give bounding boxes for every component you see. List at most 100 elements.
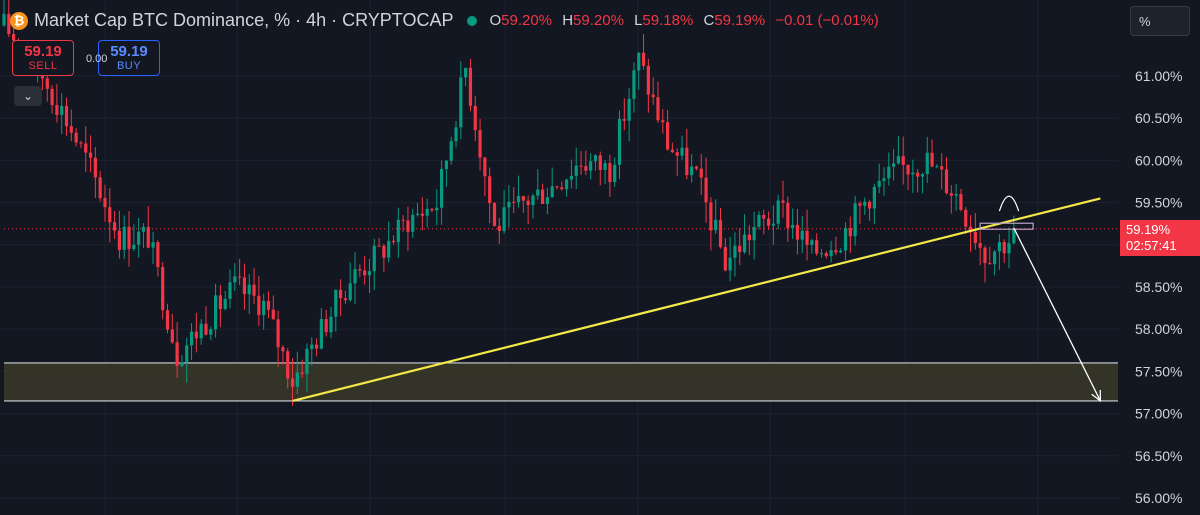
candle-body bbox=[74, 132, 78, 143]
candle-body bbox=[439, 169, 444, 208]
candle-body bbox=[64, 105, 69, 127]
candle-body bbox=[589, 161, 593, 171]
candle-body bbox=[930, 152, 934, 167]
candle-body bbox=[973, 231, 977, 244]
candle-body bbox=[286, 351, 290, 379]
retest-box[interactable] bbox=[979, 222, 1034, 230]
candle-body bbox=[584, 166, 588, 171]
candle-body bbox=[560, 187, 564, 190]
candle-body bbox=[839, 250, 843, 253]
candle-body bbox=[762, 214, 766, 219]
candle-body bbox=[228, 282, 232, 299]
symbol-title[interactable]: Market Cap BTC Dominance, % · 4h · CRYPT… bbox=[34, 10, 454, 30]
candle-body bbox=[367, 271, 372, 276]
retest-arc[interactable] bbox=[998, 195, 1020, 212]
candle-body bbox=[791, 224, 795, 229]
candle-body bbox=[661, 120, 665, 123]
candle-body bbox=[877, 180, 881, 187]
candle-body bbox=[805, 230, 809, 245]
candle-body bbox=[7, 13, 11, 35]
candle-body bbox=[723, 247, 727, 271]
candle-body bbox=[2, 13, 6, 26]
candle-body bbox=[872, 186, 876, 209]
trendline[interactable] bbox=[292, 197, 1101, 403]
candle-body bbox=[685, 147, 689, 176]
chevron-down-icon[interactable]: ⌄ bbox=[14, 86, 42, 106]
candle-body bbox=[276, 319, 280, 348]
candle-body bbox=[185, 345, 189, 363]
candle-body bbox=[901, 156, 905, 165]
candle-body bbox=[512, 201, 516, 203]
candle-body bbox=[666, 122, 670, 150]
candle-body bbox=[608, 163, 612, 183]
candle-body bbox=[271, 309, 275, 320]
candle-body bbox=[339, 289, 343, 299]
candle-body bbox=[550, 186, 554, 198]
candle-body bbox=[555, 186, 559, 188]
candle-body bbox=[151, 242, 155, 248]
candle-body bbox=[853, 203, 857, 237]
y-tick-label: 58.50% bbox=[1135, 279, 1182, 295]
candle-body bbox=[233, 276, 237, 283]
candle-body bbox=[420, 213, 424, 216]
high-value: 59.20% bbox=[573, 12, 624, 29]
spread-value: 0.00 bbox=[86, 53, 108, 65]
candle-body bbox=[959, 194, 963, 210]
candle-body bbox=[387, 240, 391, 258]
candle-body bbox=[968, 226, 973, 232]
support-zone[interactable] bbox=[4, 362, 1118, 401]
candle-body bbox=[771, 223, 775, 226]
projection-arrowhead bbox=[1091, 389, 1102, 403]
candle-body bbox=[579, 165, 583, 167]
candle-body bbox=[863, 201, 867, 206]
candle-body bbox=[940, 166, 944, 170]
sell-button[interactable]: 59.19 SELL bbox=[12, 40, 74, 76]
candle-body bbox=[444, 160, 448, 170]
buy-button[interactable]: 59.19 BUY bbox=[98, 40, 160, 76]
candle-body bbox=[627, 98, 631, 121]
candle-body bbox=[714, 219, 718, 231]
candle-body bbox=[733, 245, 737, 258]
candle-body bbox=[776, 200, 780, 224]
candle-body bbox=[704, 177, 708, 203]
candle-body bbox=[992, 251, 997, 265]
candle-body bbox=[896, 156, 901, 164]
candle-body bbox=[834, 250, 838, 253]
candle-body bbox=[983, 247, 987, 264]
candle-body bbox=[238, 276, 242, 278]
candle-body bbox=[1012, 229, 1016, 244]
low-value: 59.18% bbox=[642, 12, 694, 29]
projection-arrow[interactable] bbox=[1013, 227, 1101, 402]
candle-body bbox=[353, 269, 357, 284]
candle-body bbox=[314, 344, 319, 349]
candle-body bbox=[752, 226, 756, 241]
current-price-value: 59.19% bbox=[1126, 222, 1171, 237]
candle-body bbox=[613, 164, 617, 183]
candle-body bbox=[454, 127, 458, 142]
candle-body bbox=[12, 34, 16, 41]
candle-body bbox=[545, 197, 549, 204]
candle-body bbox=[343, 298, 348, 301]
candle-body bbox=[988, 263, 992, 265]
candle-body bbox=[867, 201, 872, 209]
candle-body bbox=[848, 228, 852, 237]
candle-body bbox=[300, 372, 304, 374]
trade-panel: 59.19 SELL 59.19 BUY bbox=[12, 40, 160, 76]
candle-body bbox=[435, 207, 439, 211]
candle-body bbox=[964, 209, 968, 227]
candle-body bbox=[430, 208, 434, 211]
candle-body bbox=[892, 163, 896, 167]
candle-body bbox=[680, 147, 684, 156]
candle-body bbox=[622, 118, 626, 121]
candle-body bbox=[1002, 242, 1006, 254]
candle-body bbox=[747, 234, 751, 241]
candle-body bbox=[521, 196, 525, 201]
candle-body bbox=[843, 228, 848, 251]
candle-body bbox=[266, 300, 271, 310]
candle-body bbox=[944, 169, 949, 194]
candle-body bbox=[757, 214, 761, 227]
candle-body bbox=[88, 152, 93, 158]
candle-body bbox=[137, 231, 141, 245]
scale-mode-button[interactable]: % bbox=[1130, 6, 1190, 36]
